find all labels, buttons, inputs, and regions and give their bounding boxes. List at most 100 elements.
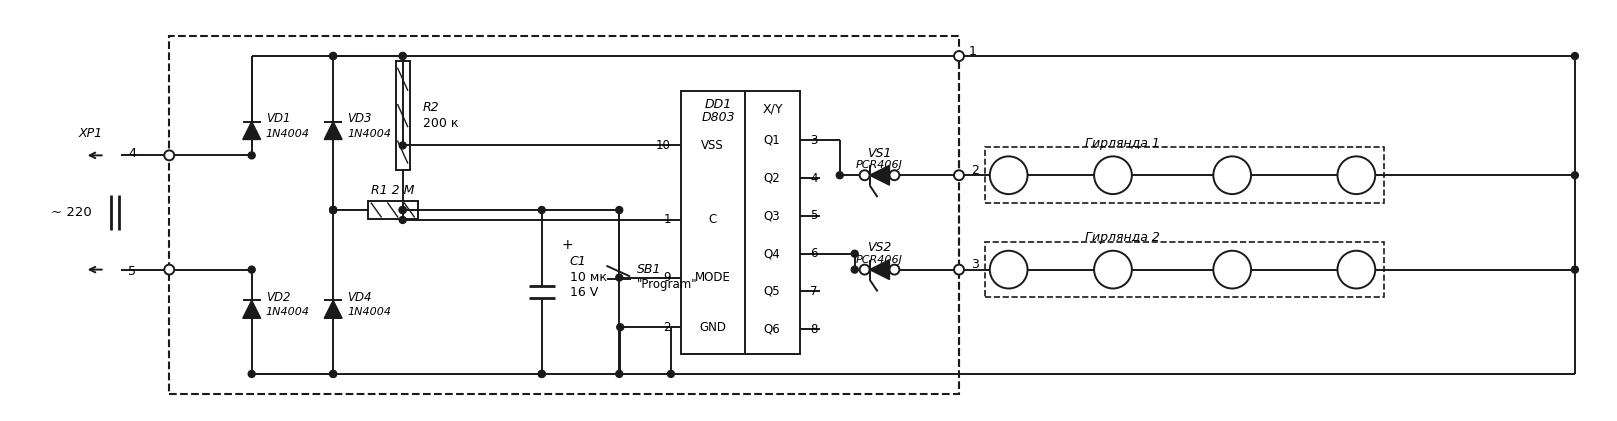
Circle shape	[851, 266, 859, 273]
Text: VD4: VD4	[348, 291, 372, 304]
Text: Q6: Q6	[763, 323, 779, 336]
Text: DD1: DD1	[705, 98, 733, 111]
Circle shape	[538, 207, 545, 213]
Text: "Program": "Program"	[637, 277, 699, 290]
Text: X/Y: X/Y	[763, 102, 783, 115]
Circle shape	[330, 207, 336, 213]
Text: +: +	[561, 238, 574, 252]
Bar	[985, 147, 1384, 203]
Text: 16 V: 16 V	[569, 286, 598, 299]
Circle shape	[330, 207, 336, 213]
Text: 8: 8	[810, 323, 817, 336]
Bar	[170, 36, 959, 394]
Circle shape	[836, 172, 844, 179]
Text: MODE: MODE	[695, 271, 731, 284]
Circle shape	[616, 207, 623, 213]
Text: 1: 1	[663, 213, 671, 226]
Text: Q5: Q5	[763, 285, 779, 298]
Text: 1: 1	[969, 45, 977, 58]
Circle shape	[330, 53, 336, 59]
Circle shape	[399, 53, 406, 59]
Circle shape	[889, 265, 899, 274]
Text: 1N4004: 1N4004	[265, 307, 309, 317]
Circle shape	[616, 370, 623, 377]
Circle shape	[249, 266, 255, 273]
Text: Гирлянда 1: Гирлянда 1	[1085, 137, 1161, 150]
Circle shape	[399, 216, 406, 224]
Circle shape	[616, 324, 624, 331]
Circle shape	[954, 170, 964, 180]
Text: Q1: Q1	[763, 134, 779, 147]
Text: ~ 220: ~ 220	[50, 206, 91, 219]
Circle shape	[1095, 156, 1132, 194]
Circle shape	[1572, 172, 1578, 179]
Circle shape	[851, 250, 859, 257]
Text: 2: 2	[663, 321, 671, 334]
Bar	[985, 242, 1384, 297]
Text: 10: 10	[657, 139, 671, 152]
Text: C: C	[708, 213, 716, 226]
Circle shape	[889, 170, 899, 180]
Circle shape	[990, 251, 1027, 288]
Text: 5: 5	[810, 210, 817, 222]
Text: Q4: Q4	[763, 247, 779, 260]
Polygon shape	[243, 122, 260, 139]
Polygon shape	[325, 301, 343, 318]
Circle shape	[1572, 53, 1578, 59]
Text: Q2: Q2	[763, 172, 779, 185]
Text: 3: 3	[970, 258, 978, 271]
Circle shape	[860, 265, 870, 274]
Circle shape	[399, 207, 406, 213]
Bar	[369, 201, 417, 219]
Text: 3: 3	[810, 134, 817, 147]
Text: VD2: VD2	[265, 291, 289, 304]
Text: 1N4004: 1N4004	[348, 128, 391, 139]
Text: SB1: SB1	[637, 263, 661, 276]
Polygon shape	[243, 301, 260, 318]
Text: 1N4004: 1N4004	[265, 128, 309, 139]
Text: 2: 2	[970, 164, 978, 177]
Circle shape	[990, 156, 1027, 194]
Circle shape	[330, 370, 336, 377]
Text: PCR406J: PCR406J	[855, 160, 902, 171]
Text: VS2: VS2	[867, 241, 891, 254]
Circle shape	[399, 142, 406, 149]
Circle shape	[165, 265, 175, 274]
Circle shape	[1213, 251, 1252, 288]
Text: 7: 7	[810, 285, 818, 298]
Circle shape	[860, 170, 870, 180]
Bar	[681, 91, 800, 354]
Circle shape	[1095, 251, 1132, 288]
Text: VSS: VSS	[702, 139, 724, 152]
Text: R2: R2	[422, 101, 440, 114]
Polygon shape	[325, 122, 343, 139]
Text: 1N4004: 1N4004	[348, 307, 391, 317]
Text: 4: 4	[129, 147, 136, 160]
Text: Гирлянда 2: Гирлянда 2	[1085, 231, 1161, 244]
Circle shape	[954, 265, 964, 274]
Circle shape	[165, 150, 175, 160]
Text: 9: 9	[663, 271, 671, 284]
Circle shape	[330, 53, 336, 59]
Circle shape	[1337, 156, 1374, 194]
Polygon shape	[870, 165, 889, 185]
Circle shape	[330, 207, 336, 213]
Circle shape	[538, 370, 545, 377]
Text: D803: D803	[702, 111, 734, 124]
Text: VD1: VD1	[265, 112, 289, 125]
Text: C1: C1	[569, 255, 587, 268]
Circle shape	[1572, 266, 1578, 273]
Circle shape	[668, 370, 674, 377]
Polygon shape	[870, 260, 889, 280]
Text: 5: 5	[128, 265, 136, 278]
Circle shape	[616, 274, 623, 281]
Text: 10 мк: 10 мк	[569, 271, 606, 284]
Text: Q3: Q3	[763, 210, 779, 222]
Circle shape	[399, 207, 406, 213]
Circle shape	[249, 370, 255, 377]
Circle shape	[954, 51, 964, 61]
Circle shape	[399, 53, 406, 59]
Text: VS1: VS1	[867, 147, 891, 160]
Text: 200 к: 200 к	[422, 117, 458, 130]
Circle shape	[538, 370, 545, 377]
